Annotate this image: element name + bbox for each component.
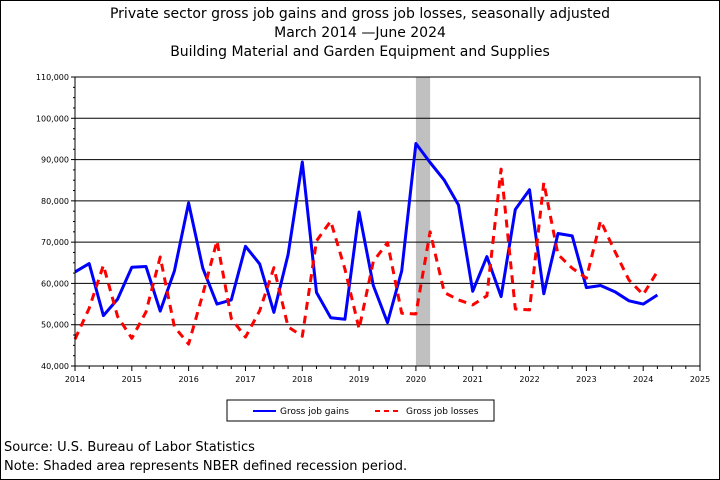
series-line-gross-job-gains (74, 142, 659, 325)
x-tick-label: 2019 (349, 375, 369, 384)
chart-subtitle-period: March 2014 —June 2024 (274, 25, 446, 41)
y-tick-label: 40,000 (41, 362, 69, 371)
y-tick-label: 100,000 (36, 114, 69, 123)
y-tick-label: 60,000 (41, 279, 69, 288)
x-tick-label: 2025 (690, 375, 710, 384)
y-tick-label: 110,000 (36, 73, 69, 82)
y-tick-label: 90,000 (41, 156, 69, 165)
x-tick-label: 2018 (292, 375, 312, 384)
recession-note: Note: Shaded area represents NBER define… (4, 459, 408, 474)
x-tick-label: 2023 (576, 375, 596, 384)
x-tick-label: 2020 (406, 375, 426, 384)
x-tick-label: 2014 (65, 375, 85, 384)
x-tick-label: 2015 (122, 375, 142, 384)
series-line-gross-job-losses (73, 167, 659, 346)
y-tick-label: 70,000 (41, 238, 69, 247)
x-tick-label: 2017 (235, 375, 255, 384)
x-tick-label: 2022 (519, 375, 539, 384)
chart-subtitle-industry: Building Material and Garden Equipment a… (170, 44, 550, 60)
legend-box (226, 399, 495, 422)
chart-title: Private sector gross job gains and gross… (109, 6, 611, 22)
legend-label-gross-job-losses: Gross job losses (406, 407, 479, 417)
y-tick-label: 80,000 (41, 197, 69, 206)
y-tick-label: 50,000 (41, 321, 69, 330)
x-tick-label: 2016 (178, 375, 198, 384)
legend-label-gross-job-gains: Gross job gains (280, 407, 349, 417)
x-tick-label: 2024 (633, 375, 653, 384)
x-tick-label: 2021 (463, 375, 483, 384)
recession-band (415, 77, 431, 366)
source-note: Source: U.S. Bureau of Labor Statistics (4, 440, 255, 455)
